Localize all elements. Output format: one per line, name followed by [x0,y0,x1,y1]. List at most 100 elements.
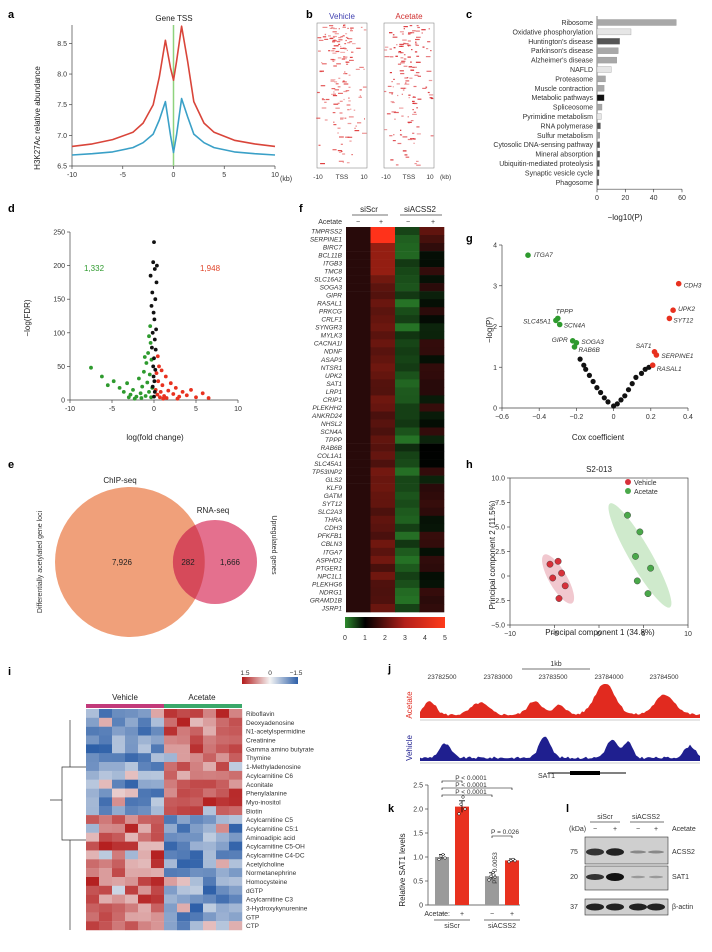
b-vehicle-mark [334,81,338,83]
b-acetate-mark [404,77,408,79]
c-bar [596,150,600,158]
f-colorbar-tick: 5 [443,635,447,642]
g-point [601,395,607,401]
k-ytick-label: 1.0 [413,855,423,862]
i-metabolite-label: CTP [246,923,259,930]
f-heat-cell [370,427,396,436]
i-heat-cell [151,894,165,904]
g-point [581,362,587,368]
b-acetate-mark [417,26,420,29]
k-pvalue: P < 0.0001 [455,789,487,796]
f-heat-cell [395,515,420,525]
k-ytick-label: 2.5 [413,783,423,790]
b-vehicle-mark [331,88,336,90]
b-vehicle-mark [350,30,353,32]
g-ylabel: −log(P) [485,317,494,343]
b-vehicle-mark [330,79,336,81]
d-point [138,391,143,396]
f-heat-cell [346,579,371,589]
b-acetate-mark [390,159,394,161]
f-heat-cell [419,563,445,573]
i-heat-cell [190,709,204,719]
d-point [155,263,159,268]
i-heat-cell [164,903,178,913]
i-heat-cell [125,823,139,833]
b-acetate-mark [384,90,387,93]
e-overlap: 282 [181,558,195,567]
l-kda: (kDa) [569,826,586,833]
d-point [125,381,129,386]
k-pvalue: P = 0.0053 [492,852,499,884]
b-acetate-mark [403,65,408,67]
i-heat-cell [190,903,204,913]
b-acetate-mark [408,122,410,124]
f-heat-cell [370,363,396,372]
f-gene-label: CDH3 [324,525,342,532]
b-acetate-mark [428,79,433,82]
i-heat-cell [203,797,217,807]
b-acetate-mark [405,156,410,158]
b-acetate-mark [400,129,402,131]
f-heat-cell [395,427,420,436]
b-vehicle-mark [332,40,338,42]
f-heat-cell [395,571,420,581]
f-heat-cell [346,387,371,396]
b-vehicle-mark [343,24,346,26]
c-xtick-label: 40 [650,195,658,202]
b-acetate-mark [399,70,404,72]
d-ytick-label: 50 [57,364,65,371]
b-tick: -10 [313,174,323,181]
c-bar [596,56,617,64]
i-metabolite-label: Myo-inositol [246,799,281,806]
c-category-label: Oxidative phosphorylation [512,29,593,36]
f-gene-label: GIPR [326,293,342,300]
i-heat-cell [151,832,165,842]
i-heat-cell [190,753,204,763]
f-heat-cell [370,571,396,581]
b-vehicle-mark [337,132,339,134]
b-acetate-mark [413,111,417,113]
c-bar [596,75,606,83]
i-heat-cell [138,841,152,851]
i-cb-tick: −1.5 [290,670,303,677]
i-heat-cell [164,832,178,842]
i-heat-cell [112,797,126,807]
b-acetate-mark [410,61,412,63]
f-colorbar-tick: 0 [343,635,347,642]
i-heat-cell [190,717,204,727]
i-heat-cell [151,762,165,772]
b-vehicle-mark [345,33,348,35]
b-vehicle-mark [337,102,340,104]
f-heat-cell [370,315,396,324]
i-heat-cell [190,762,204,772]
f-heat-cell [395,523,420,533]
f-gene-label: GLS2 [325,477,342,484]
i-heat-cell [112,717,126,727]
f-heat-cell [419,419,445,428]
i-heat-cell [190,832,204,842]
f-heat-cell [370,395,396,404]
b-acetate-mark [395,55,398,57]
l-band [630,850,646,854]
f-heat-cell [370,331,396,340]
c-category-label: Ribosome [561,20,593,27]
d-point [145,380,150,385]
b-vehicle-mark [347,37,349,39]
f-heat-cell [419,443,445,452]
i-heat-cell [229,894,243,904]
panel-label-g: g [466,233,473,245]
f-heat-cell [370,467,396,476]
d-point [161,396,166,401]
b-acetate-mark [399,31,404,33]
b-acetate-mark [389,32,393,34]
f-gene-label: BIRC7 [323,245,343,252]
d-point [147,372,152,377]
i-heat-cell [86,726,100,736]
k-point [491,870,495,874]
b-acetate-mark [430,50,432,52]
f-heat-cell [419,283,445,292]
b-vehicle-mark [347,27,349,29]
c-category-label: NAFLD [570,67,593,74]
i-heat-cell [86,850,100,860]
b-vehicle-mark [332,41,335,43]
